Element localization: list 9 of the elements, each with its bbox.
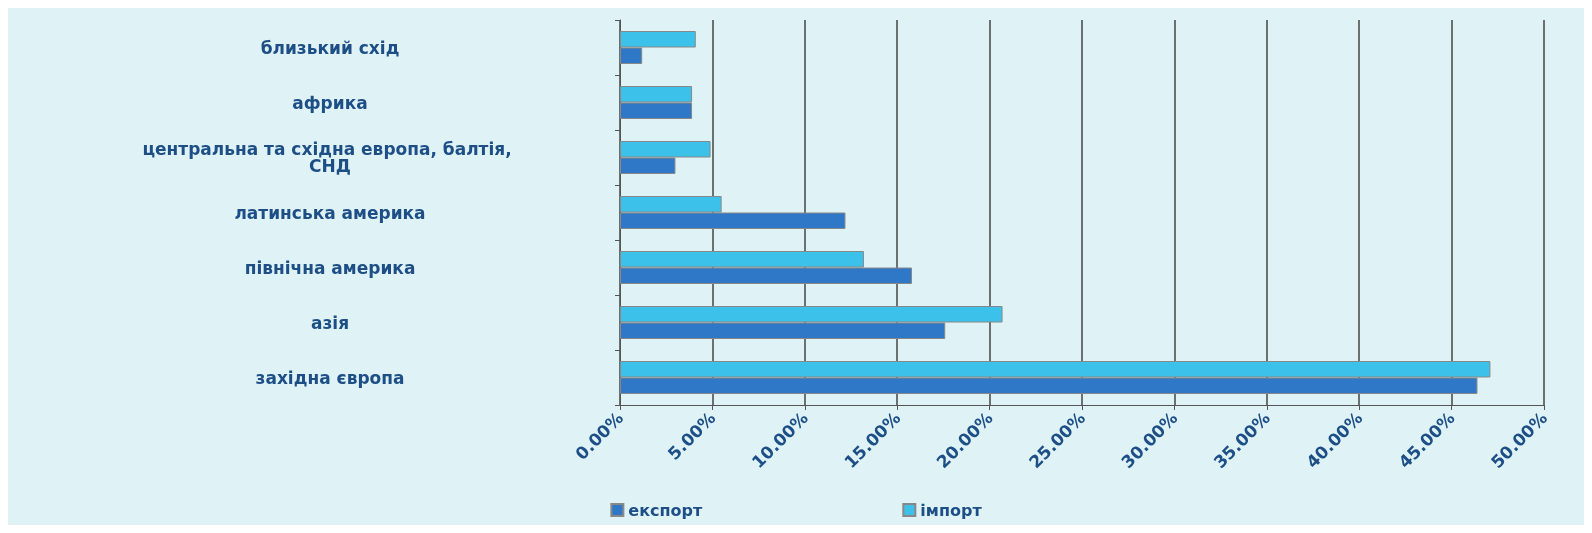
y-tick-label: латинська америка	[234, 202, 426, 223]
y-tick-label: африка	[292, 92, 368, 113]
y-tick-label: центральна та східна европа, балтія, СНД	[142, 139, 518, 176]
y-tick-label: західна європа	[255, 367, 405, 388]
legend-label: імпорт	[920, 500, 983, 520]
y-tick-label: північна америка	[244, 257, 416, 278]
y-tick-label: азія	[310, 312, 350, 333]
y-tick-label: близький схід	[260, 37, 400, 58]
legend-label: експорт	[628, 500, 704, 520]
